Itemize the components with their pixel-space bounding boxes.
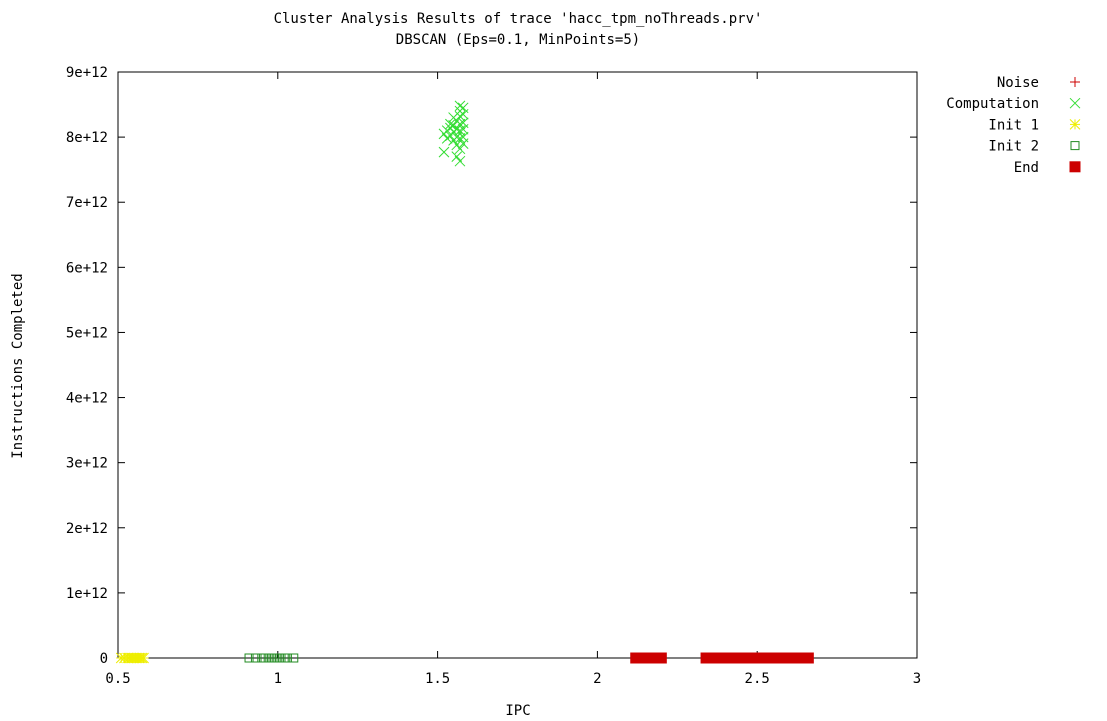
y-tick-label: 0 [100,651,108,667]
y-tick-label: 2e+12 [66,521,108,537]
data-point-computation [454,125,466,136]
x-axis-ticks: 0.5 1 1.5 2 2.5 3 [105,72,921,687]
legend-label: Noise [997,75,1039,91]
y-tick-label: 3e+12 [66,456,108,472]
data-point-computation [457,108,469,120]
y-tick-label: 9e+12 [66,65,108,81]
data-point-computation [448,112,459,123]
chart-title: Cluster Analysis Results of trace 'hacc_… [274,11,763,27]
data-point-end [729,652,741,664]
data-point-end [748,652,760,664]
data-point-init-2 [289,653,299,663]
data-point-init-2 [282,653,292,663]
legend-label: Init 1 [988,117,1039,133]
x-tick-label: 1.5 [425,671,450,687]
data-point-end [758,652,770,664]
data-point-computation [454,143,466,155]
data-point-computation [438,146,450,158]
data-point-end [786,652,798,664]
x-tick-label: 2.5 [745,671,770,687]
y-tick-label: 4e+12 [66,391,108,407]
legend-marker [1070,141,1080,151]
data-point-computation [451,151,463,162]
data-point-computation [457,123,469,135]
legend-marker [1069,119,1081,130]
data-point-end [767,652,779,664]
data-point-end [700,652,712,664]
legend-label: End [1014,160,1039,176]
data-point-end [655,652,667,664]
data-point-end [802,652,814,664]
data-point-init-2 [250,653,260,663]
legend-marker [1070,77,1080,87]
legend-label: Computation [946,96,1039,112]
data-point-computation [454,155,466,167]
data-point-computation [454,110,466,122]
legend-marker [1069,97,1081,109]
data-point-init-2 [244,653,254,663]
data-points [115,100,814,664]
x-tick-label: 0.5 [105,671,130,687]
y-tick-label: 5e+12 [66,325,108,341]
data-point-init-1 [138,652,149,664]
data-point-end [719,652,731,664]
legend-marker [1069,161,1081,173]
legend: Noise Computation Init 1 Init 2 End [946,75,1081,176]
data-point-end [738,652,750,664]
y-axis-ticks: 0 1e+12 2e+12 3e+12 4e+12 5e+12 6e+12 7e+12 8e+1… [66,65,917,667]
data-point-computation [454,133,466,144]
x-axis-label: IPC [505,703,530,719]
y-axis-label: Instructions Completed [10,273,26,458]
y-tick-label: 6e+12 [66,260,108,276]
chart-subtitle: DBSCAN (Eps=0.1, MinPoints=5) [396,32,640,48]
y-tick-label: 8e+12 [66,130,108,146]
x-tick-label: 3 [913,671,921,687]
data-point-end [710,652,722,664]
x-tick-label: 1 [274,671,282,687]
legend-label: Init 2 [988,139,1039,155]
data-point-computation [445,118,456,130]
plot-frame [117,71,918,659]
data-point-end [777,652,789,664]
y-tick-label: 1e+12 [66,586,108,602]
data-point-computation [454,100,466,112]
data-point-computation [457,138,469,149]
y-tick-label: 7e+12 [66,195,108,211]
x-tick-label: 2 [593,671,601,687]
